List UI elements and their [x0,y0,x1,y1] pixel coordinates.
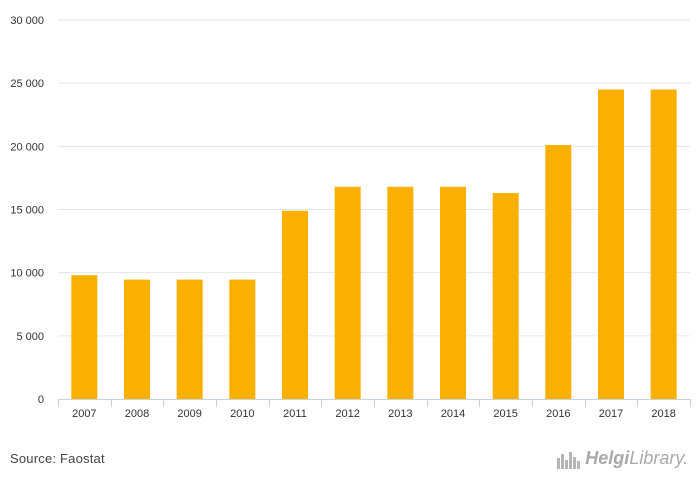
x-tick-label: 2018 [651,408,675,420]
y-tick-label: 10 000 [10,268,44,280]
y-tick-label: 25 000 [10,78,44,90]
x-tick-label: 2012 [335,408,359,420]
bar [124,279,150,399]
bar [282,210,308,399]
logo-bold-text: Helgi [585,448,630,468]
logo-regular-text: Library. [629,448,688,468]
y-tick-label: 5 000 [16,331,44,343]
bar [492,193,519,399]
x-tick-label: 2007 [72,408,96,420]
bar [229,279,256,399]
y-tick-label: 30 000 [10,15,44,27]
bar [440,186,466,399]
bar [387,186,414,399]
x-tick-label: 2008 [125,408,149,420]
bar [598,89,624,399]
bar [545,145,572,399]
x-tick-label: 2013 [388,408,412,420]
helgi-library-logo: HelgiLibrary. [556,448,688,469]
y-axis-ticks: 0 5 000 10 000 15 000 20 000 25 000 30 000 [10,15,44,406]
x-axis: 2007 2008 2009 2010 2011 2012 2013 2014 2015 2016… [58,399,691,420]
gridlines [58,19,690,337]
x-tick-label: 2011 [283,408,307,420]
bar [71,275,98,399]
x-tick-label: 2017 [599,408,623,420]
source-note: Source: Faostat [10,451,105,466]
bar [334,186,361,399]
city-skyline-icon [557,451,581,469]
x-tick-label: 2016 [546,408,570,420]
bar [176,279,203,399]
bars [71,89,677,399]
x-tick-label: 2015 [493,408,517,420]
x-tick-label: 2009 [177,408,201,420]
x-tick-label: 2014 [441,408,465,420]
y-tick-label: 0 [38,394,44,406]
y-tick-label: 15 000 [10,205,44,217]
x-tick-label: 2010 [230,408,254,420]
bar-chart: 0 5 000 10 000 15 000 20 000 25 000 30 000 200… [10,15,691,420]
bar [650,89,677,399]
y-tick-label: 20 000 [10,141,44,153]
